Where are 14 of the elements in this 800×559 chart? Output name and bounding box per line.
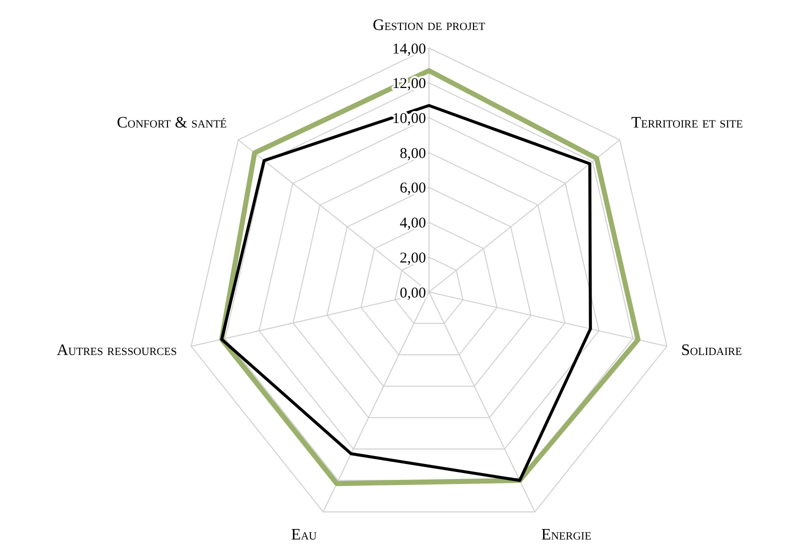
y-tick-label: 8,00 xyxy=(400,146,426,162)
y-tick-label: 6,00 xyxy=(400,180,426,197)
y-tick-label: 0,00 xyxy=(400,285,426,302)
y-tick-label: 14,00 xyxy=(392,41,426,58)
y-tick-label: 4,00 xyxy=(400,216,426,232)
spoke-label: Eau xyxy=(291,526,317,544)
spoke-label: Autres ressources xyxy=(56,342,177,360)
spoke-label: Confort & santé xyxy=(116,114,228,132)
spoke-label: Territoire et site xyxy=(631,114,744,132)
spoke-label: Gestion de projet xyxy=(372,17,486,34)
spoke-label: Solidaire xyxy=(681,342,742,360)
y-tick-label: 10,00 xyxy=(392,110,426,127)
y-tick-label: 2,00 xyxy=(400,250,426,266)
spoke-label: Energie xyxy=(541,526,592,544)
